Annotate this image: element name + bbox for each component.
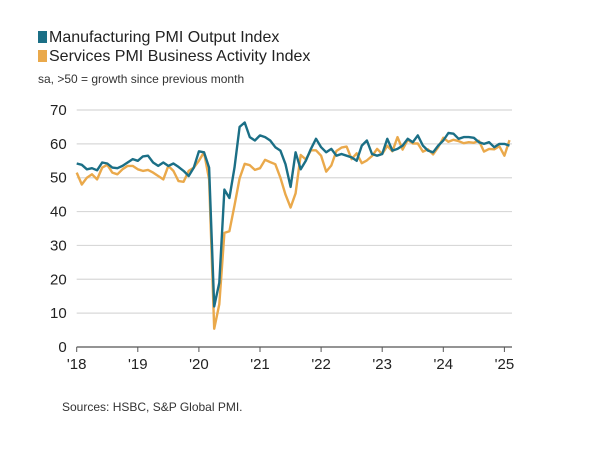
x-tick-label: '25 — [495, 356, 515, 373]
x-tick-label: '20 — [189, 356, 209, 373]
y-tick-label: 20 — [50, 271, 67, 288]
y-tick-label: 50 — [50, 170, 67, 187]
y-tick-label: 40 — [50, 204, 67, 221]
legend-swatch — [38, 50, 47, 62]
legend-item-services: Services PMI Business Activity Index — [38, 47, 310, 66]
legend: Manufacturing PMI Output Index Services … — [38, 28, 310, 66]
source-note: Sources: HSBC, S&P Global PMI. — [62, 400, 243, 414]
y-tick-label: 0 — [58, 339, 66, 356]
legend-swatch — [38, 31, 47, 43]
chart-subtitle: sa, >50 = growth since previous month — [38, 72, 245, 86]
y-tick-label: 60 — [50, 136, 67, 153]
legend-item-manufacturing: Manufacturing PMI Output Index — [38, 28, 310, 47]
x-tick-label: '18 — [67, 356, 87, 373]
x-tick-label: '24 — [434, 356, 454, 373]
legend-label: Services PMI Business Activity Index — [49, 48, 311, 65]
y-tick-label: 10 — [50, 305, 67, 322]
x-tick-label: '23 — [372, 356, 392, 373]
x-tick-label: '22 — [311, 356, 331, 373]
y-tick-label: 30 — [50, 237, 67, 254]
y-tick-label: 70 — [50, 102, 67, 119]
x-tick-label: '19 — [128, 356, 148, 373]
series-line-manufacturing — [76, 121, 510, 308]
legend-label: Manufacturing PMI Output Index — [49, 29, 280, 46]
x-tick-label: '21 — [250, 356, 270, 373]
